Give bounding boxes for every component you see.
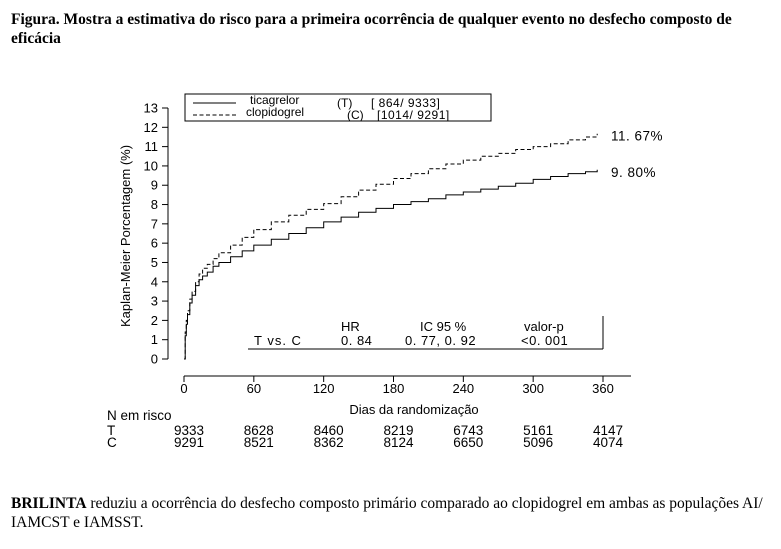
figure-caption: Figura. Mostra a estimativa do risco par… <box>11 10 771 48</box>
chart-lines: 9. 80% 11. 67% <box>184 129 663 360</box>
stats-ci-header: IC 95 % <box>420 319 467 334</box>
series-line-ticagrelor <box>184 169 598 360</box>
risk-row-label: T <box>107 423 115 438</box>
risk-cell: 8362 <box>314 435 344 450</box>
stats-ci-value: 0. 77, 0. 92 <box>405 333 476 348</box>
risk-cell: 5096 <box>523 435 553 450</box>
y-tick-label: 3 <box>151 294 158 309</box>
legend-label-ticagrelor: ticagrelor <box>250 93 299 107</box>
y-tick-label: 13 <box>144 101 158 116</box>
y-tick-label: 7 <box>151 216 158 231</box>
chart-legend: ticagrelor (T) [ 864/ 9333] clopidogrel (C) [… <box>184 93 492 122</box>
y-tick-label: 8 <box>151 197 158 212</box>
end-label-clopidogrel: 11. 67% <box>611 129 663 144</box>
legend-label-clopidogrel: clopidogrel <box>246 105 304 119</box>
risk-row-label: C <box>107 435 117 450</box>
y-tick-label: 11 <box>145 139 159 154</box>
x-tick-label: 0 <box>180 381 187 396</box>
risk-cell: 4147 <box>593 423 623 438</box>
stats-comparison: T vs. C <box>254 333 302 348</box>
x-tick-label: 240 <box>452 381 474 396</box>
caption-text: Mostra a estimativa do risco para a prim… <box>11 11 732 47</box>
x-tick-label: 120 <box>313 381 335 396</box>
y-axis-label: Kaplan-Meier Porcentagem (%) <box>118 145 133 327</box>
y-tick-label: 1 <box>151 332 158 347</box>
stats-hr-value: 0. 84 <box>341 333 372 348</box>
risk-cell: 8460 <box>314 423 344 438</box>
risk-cell: 6743 <box>453 423 483 438</box>
legend-code-ticagrelor: (T) <box>337 96 352 110</box>
legend-counts-ticagrelor: [ 864/ 9333] <box>371 96 440 110</box>
risk-cell: 4074 <box>593 435 624 450</box>
stats-p-value: <0. 001 <box>521 333 568 348</box>
y-tick-label: 4 <box>151 274 158 289</box>
y-tick-label: 12 <box>144 120 158 135</box>
x-axis-label: Dias da randomização <box>349 402 478 417</box>
stats-box: HR IC 95 % valor-p T vs. C 0. 84 0. 77, 0. 92… <box>248 316 604 350</box>
footer-body: reduziu a ocorrência do desfecho compost… <box>11 495 763 531</box>
end-label-ticagrelor: 9. 80% <box>611 165 656 180</box>
footer-brand: BRILINTA <box>11 495 87 512</box>
y-tick-label: 9 <box>151 178 158 193</box>
risk-cell: 8219 <box>383 423 413 438</box>
y-tick-label: 6 <box>151 236 158 251</box>
y-tick-label: 2 <box>151 313 158 328</box>
x-tick-label: 60 <box>247 381 261 396</box>
risk-cell: 8124 <box>383 435 414 450</box>
stats-p-header: valor-p <box>524 319 564 334</box>
stats-hr-header: HR <box>341 319 360 334</box>
legend-counts-clopidogrel: [1014/ 9291] <box>377 108 450 122</box>
risk-cell: 9291 <box>174 435 204 450</box>
y-tick-label: 5 <box>151 255 158 270</box>
caption-label: Figura. <box>11 11 60 28</box>
legend-box <box>184 93 492 122</box>
risk-cell: 8521 <box>244 435 274 450</box>
y-tick-label: 10 <box>144 158 158 173</box>
x-tick-label: 300 <box>522 381 544 396</box>
x-tick-label: 180 <box>383 381 405 396</box>
footer-text: BRILINTA reduziu a ocorrência do desfech… <box>11 494 773 532</box>
y-tick-label: 0 <box>151 352 158 367</box>
risk-cell: 9333 <box>174 423 204 438</box>
risk-cell: 8628 <box>244 423 274 438</box>
x-tick-label: 360 <box>592 381 614 396</box>
legend-code-clopidogrel: (C) <box>347 108 364 122</box>
risk-cell: 5161 <box>523 423 553 438</box>
risk-cell: 6650 <box>453 435 483 450</box>
risk-table-header: N em risco <box>107 408 172 423</box>
